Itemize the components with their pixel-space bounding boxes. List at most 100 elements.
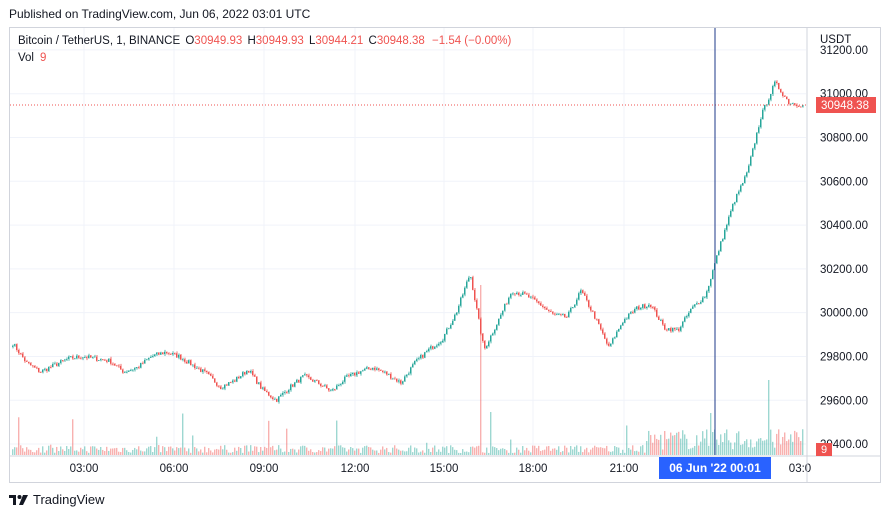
footer-brand[interactable]: TradingView xyxy=(9,492,105,507)
candle-body xyxy=(378,368,380,370)
candle-body xyxy=(486,346,488,349)
candle-body xyxy=(322,385,324,387)
volume-bar xyxy=(482,452,484,455)
candle-body xyxy=(374,367,376,370)
candle-body xyxy=(428,348,430,352)
candle-body xyxy=(54,363,56,365)
volume-value: 9 xyxy=(40,52,47,64)
candle-body xyxy=(784,95,786,97)
volume-bar xyxy=(338,445,340,455)
volume-bar xyxy=(754,446,756,455)
volume-bar xyxy=(344,447,346,455)
candle-body xyxy=(512,293,514,295)
volume-bar xyxy=(614,446,616,455)
candle-body xyxy=(100,359,102,361)
volume-bar xyxy=(214,449,216,455)
candle-body xyxy=(418,358,420,360)
candle-body xyxy=(278,396,280,402)
volume-bar xyxy=(118,451,120,455)
volume-bar xyxy=(222,449,224,455)
volume-bar xyxy=(188,448,190,455)
volume-label[interactable]: Vol xyxy=(18,52,34,64)
volume-bar xyxy=(234,447,236,455)
volume-bar xyxy=(30,449,32,455)
candle-body xyxy=(320,383,322,386)
volume-bar xyxy=(140,450,142,455)
volume-bar xyxy=(798,437,800,455)
high-label: H xyxy=(247,35,256,47)
volume-bar xyxy=(726,429,728,455)
volume-bar xyxy=(684,434,686,455)
volume-bar xyxy=(364,446,366,455)
candle-body xyxy=(668,328,670,331)
candle-body xyxy=(62,360,64,361)
volume-bar xyxy=(298,449,300,455)
candle-body xyxy=(64,359,66,361)
volume-bar xyxy=(484,452,486,455)
volume-bar xyxy=(786,441,788,455)
volume-bar xyxy=(668,438,670,455)
volume-bar xyxy=(596,447,598,455)
volume-bar xyxy=(740,444,742,455)
candle-body xyxy=(794,103,796,105)
volume-bar xyxy=(144,451,146,455)
candle-body xyxy=(514,293,516,295)
time-tick-label: 18:00 xyxy=(519,463,548,475)
volume-bar xyxy=(340,445,342,455)
candle-body xyxy=(500,314,502,319)
volume-bar xyxy=(212,452,214,455)
candle-body xyxy=(738,191,740,194)
volume-bar xyxy=(438,449,440,455)
candle-body xyxy=(614,337,616,339)
volume-bar xyxy=(258,452,260,455)
candle-body xyxy=(568,311,570,318)
volume-bar xyxy=(306,447,308,455)
candle-body xyxy=(240,376,242,379)
volume-bar xyxy=(174,450,176,455)
time-tick-label: 06:00 xyxy=(160,463,189,475)
time-tick-label: 15:00 xyxy=(430,463,459,475)
volume-bar xyxy=(742,444,744,455)
candle-body xyxy=(180,354,182,360)
candle-body xyxy=(392,378,394,380)
volume-bar xyxy=(198,451,200,455)
volume-bar xyxy=(550,450,552,455)
volume-bar xyxy=(568,452,570,455)
volume-bar xyxy=(506,450,508,455)
volume-bar xyxy=(378,452,380,455)
time-tick-label: 03:00 xyxy=(70,463,99,475)
candle-body xyxy=(86,357,88,359)
candle-body xyxy=(92,357,94,358)
candle-body xyxy=(478,308,480,319)
candle-body xyxy=(432,346,434,349)
candle-body xyxy=(310,377,312,380)
candle-body xyxy=(22,353,24,358)
volume-bar xyxy=(734,442,736,455)
volume-bar xyxy=(82,449,84,455)
candle-body xyxy=(494,329,496,334)
candle-body xyxy=(60,360,62,364)
volume-bar xyxy=(122,447,124,455)
volume-bar xyxy=(616,447,618,455)
volume-bar xyxy=(128,451,130,455)
volume-bar xyxy=(584,449,586,455)
candle-body xyxy=(118,365,120,367)
volume-bar xyxy=(428,448,430,455)
candle-body xyxy=(370,368,372,370)
volume-bar xyxy=(486,447,488,455)
candle-body xyxy=(458,305,460,313)
candle-body xyxy=(170,354,172,355)
volume-bar xyxy=(106,446,108,455)
candle-body xyxy=(526,293,528,295)
volume-bar xyxy=(528,450,530,455)
candle-body xyxy=(236,376,238,382)
candle-body xyxy=(762,109,764,120)
symbol-name[interactable]: Bitcoin / TetherUS, 1, BINANCE xyxy=(18,35,181,47)
currency-label[interactable]: USDT xyxy=(820,34,852,46)
volume-bar xyxy=(410,445,412,455)
candle-body xyxy=(450,324,452,329)
candle-body xyxy=(646,306,648,309)
volume-bar xyxy=(324,447,326,455)
candle-body xyxy=(138,367,140,368)
